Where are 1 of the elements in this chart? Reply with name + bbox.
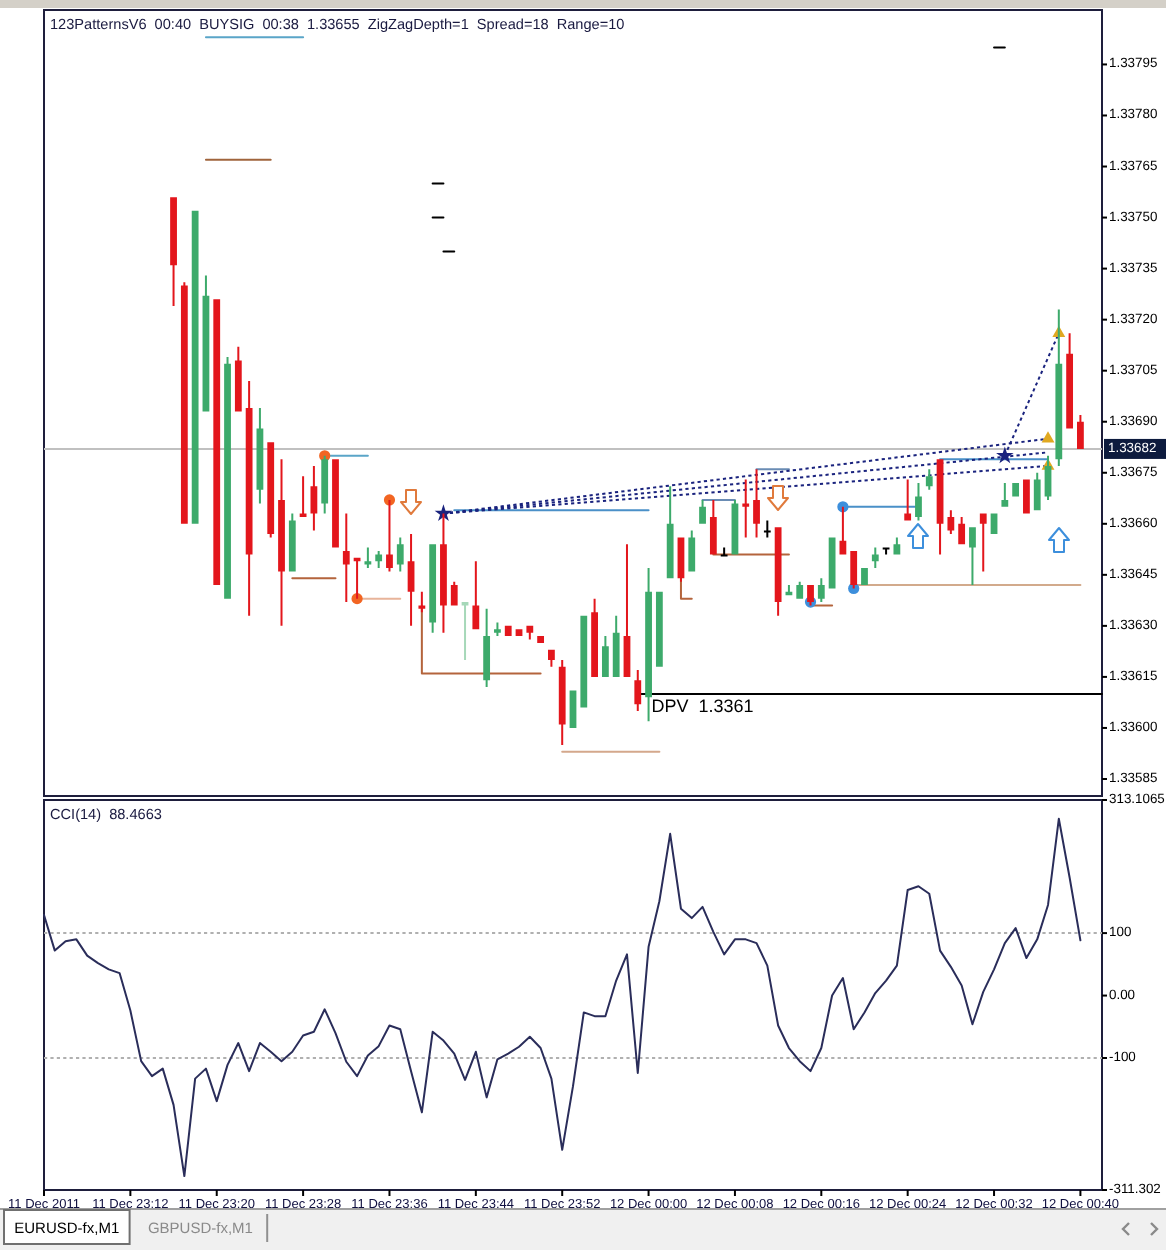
annotation: DPV 1.3361 [651,695,754,716]
